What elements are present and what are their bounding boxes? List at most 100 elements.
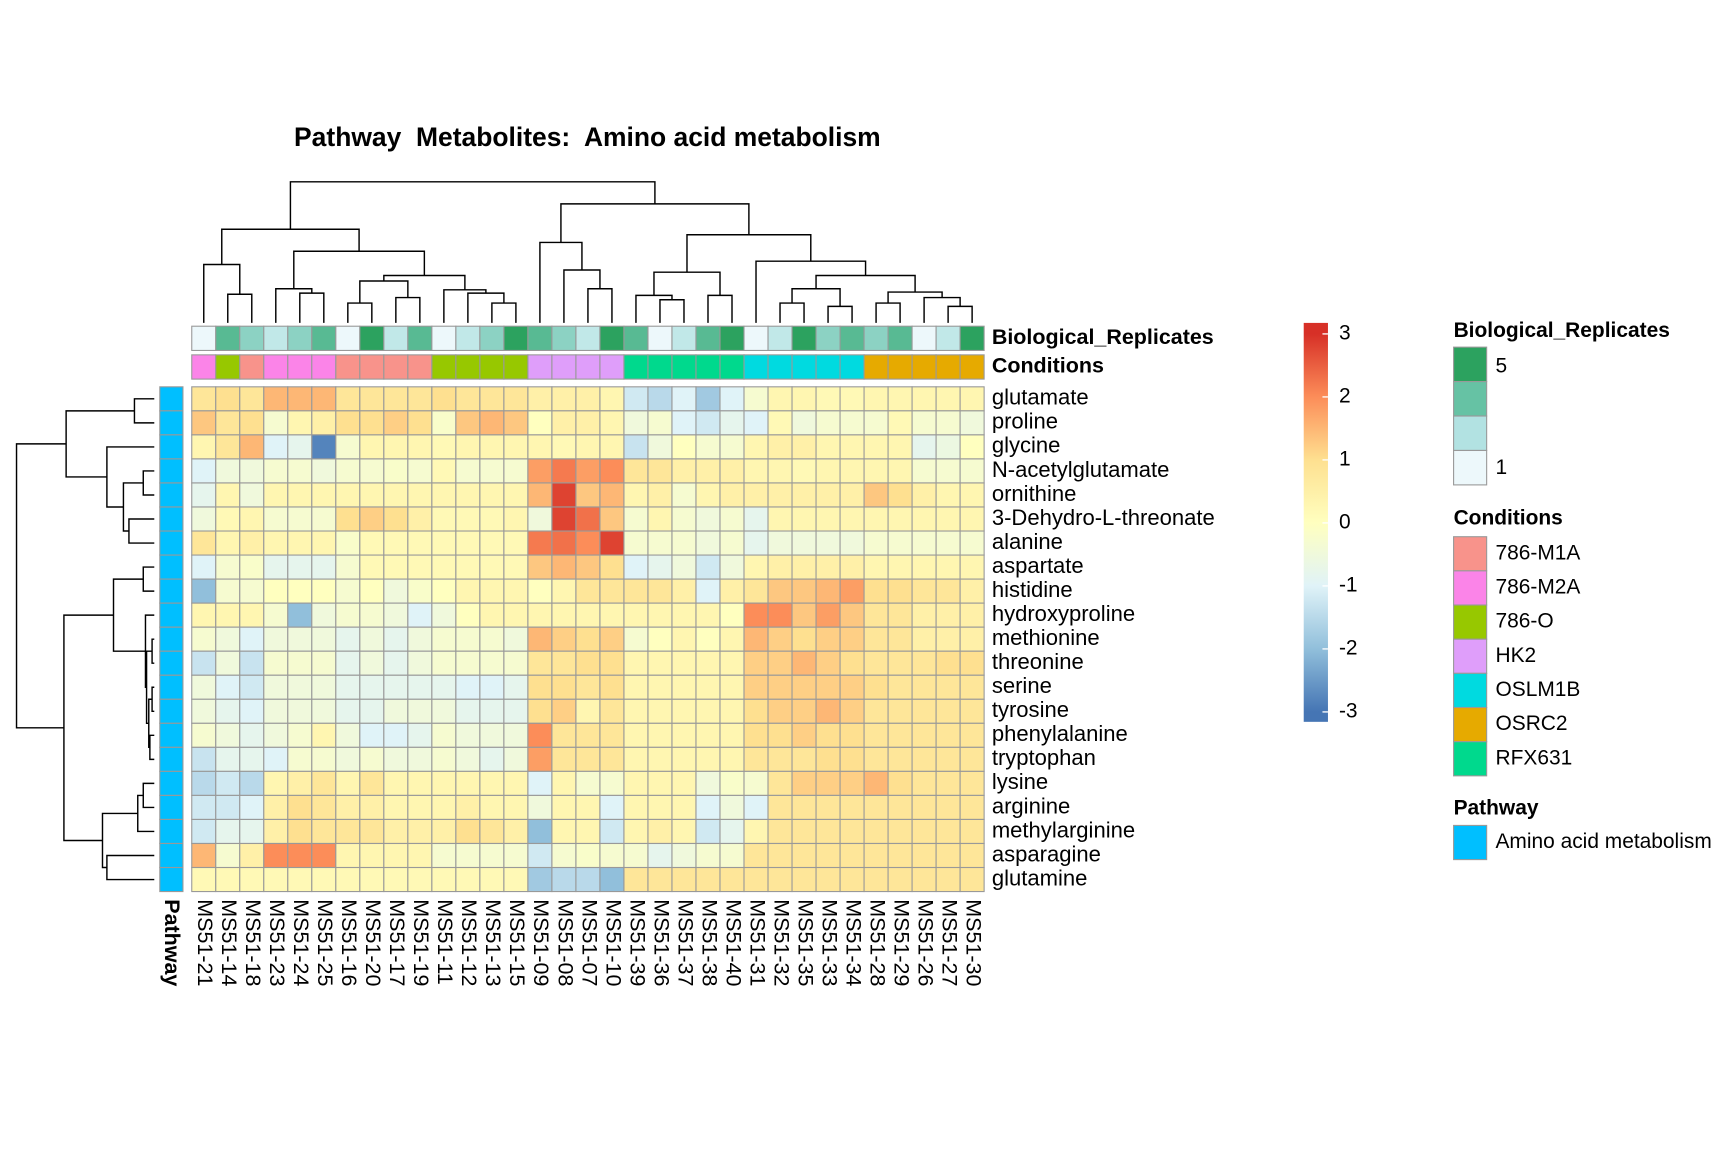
heat-cell bbox=[287, 434, 313, 460]
heat-cell bbox=[215, 458, 241, 484]
heat-cell bbox=[743, 866, 769, 893]
heat-cell bbox=[815, 746, 841, 772]
replicate-cell bbox=[551, 325, 577, 352]
heat-cell bbox=[671, 818, 697, 845]
heat-cell bbox=[887, 554, 913, 580]
heat-cell bbox=[239, 410, 265, 436]
heat-cell bbox=[263, 842, 289, 869]
heat-cell bbox=[935, 722, 961, 748]
condition-cell bbox=[335, 354, 361, 380]
heat-cell bbox=[455, 770, 481, 796]
column-label: MS51-36 bbox=[649, 899, 673, 986]
heat-cell bbox=[287, 554, 313, 580]
heat-cell bbox=[887, 578, 913, 604]
heat-cell bbox=[695, 842, 721, 869]
heat-cell bbox=[719, 506, 745, 532]
replicate-cell bbox=[839, 325, 865, 352]
heat-cell bbox=[575, 698, 601, 724]
heat-cell bbox=[383, 434, 409, 460]
heat-cell bbox=[383, 650, 409, 676]
replicate-legend-label: 5 bbox=[1495, 355, 1507, 378]
heat-cell bbox=[191, 818, 217, 845]
heat-cell bbox=[599, 818, 625, 845]
heat-cell bbox=[479, 842, 505, 869]
heat-cell bbox=[911, 746, 937, 772]
heat-cell bbox=[551, 674, 577, 700]
heat-cell bbox=[407, 794, 433, 820]
heat-cell bbox=[551, 410, 577, 436]
heat-cell bbox=[287, 458, 313, 484]
heat-cell bbox=[407, 746, 433, 772]
heat-cell bbox=[647, 434, 673, 460]
condition-cell bbox=[575, 354, 601, 380]
condition-legend-label: 786-O bbox=[1495, 610, 1553, 633]
heat-cell bbox=[863, 674, 889, 700]
heat-cell bbox=[743, 626, 769, 652]
heat-cell bbox=[887, 530, 913, 556]
heat-cell bbox=[263, 722, 289, 748]
heat-cell bbox=[791, 458, 817, 484]
heat-cell bbox=[311, 410, 337, 436]
heat-cell bbox=[671, 626, 697, 652]
heat-cell bbox=[311, 794, 337, 820]
heat-cell bbox=[863, 794, 889, 820]
heat-cell bbox=[695, 794, 721, 820]
heat-cell bbox=[743, 722, 769, 748]
heat-cell bbox=[863, 554, 889, 580]
heat-cell bbox=[263, 434, 289, 460]
heat-cell bbox=[191, 458, 217, 484]
heat-cell bbox=[887, 506, 913, 532]
heat-cell bbox=[935, 842, 961, 869]
heat-cell bbox=[407, 410, 433, 436]
heat-cell bbox=[575, 458, 601, 484]
heat-cell bbox=[839, 650, 865, 676]
heat-cell bbox=[239, 626, 265, 652]
heat-cell bbox=[527, 386, 553, 412]
heat-cell bbox=[191, 746, 217, 772]
row-label: aspartate bbox=[992, 553, 1084, 578]
heat-cell bbox=[695, 554, 721, 580]
heat-cell bbox=[383, 722, 409, 748]
heat-cell bbox=[335, 410, 361, 436]
heat-cell bbox=[839, 386, 865, 412]
heat-cell bbox=[311, 650, 337, 676]
heat-cell bbox=[479, 674, 505, 700]
color-bar-label: 1 bbox=[1339, 447, 1351, 470]
heat-cell bbox=[383, 626, 409, 652]
heat-cell bbox=[335, 866, 361, 893]
heat-cell bbox=[623, 458, 649, 484]
heat-cell bbox=[455, 434, 481, 460]
column-label: MS51-25 bbox=[313, 899, 337, 986]
heat-cell bbox=[791, 722, 817, 748]
heat-cell bbox=[767, 458, 793, 484]
heat-cell bbox=[815, 674, 841, 700]
heat-cell bbox=[455, 746, 481, 772]
replicate-cell bbox=[359, 325, 385, 352]
heat-cell bbox=[623, 674, 649, 700]
heat-cell bbox=[407, 674, 433, 700]
heat-cell bbox=[935, 434, 961, 460]
heat-cell bbox=[911, 698, 937, 724]
heat-cell bbox=[263, 386, 289, 412]
heat-cell bbox=[935, 650, 961, 676]
heat-cell bbox=[191, 674, 217, 700]
heat-cell bbox=[359, 578, 385, 604]
column-label: MS51-18 bbox=[241, 899, 265, 986]
condition-legend-label: OSRC2 bbox=[1495, 712, 1567, 735]
heat-cell bbox=[359, 674, 385, 700]
heat-cell bbox=[311, 722, 337, 748]
pathway-legend-label: Amino acid metabolism bbox=[1495, 830, 1711, 853]
heat-cell bbox=[647, 818, 673, 845]
heat-cell bbox=[215, 386, 241, 412]
heat-cell bbox=[359, 410, 385, 436]
heat-cell bbox=[959, 386, 985, 412]
heat-cell bbox=[287, 650, 313, 676]
heat-cell bbox=[623, 434, 649, 460]
heat-cell bbox=[863, 530, 889, 556]
condition-cell bbox=[647, 354, 673, 380]
condition-cell bbox=[815, 354, 841, 380]
heat-cell bbox=[503, 554, 529, 580]
heat-cell bbox=[911, 458, 937, 484]
heat-cell bbox=[863, 746, 889, 772]
heat-cell bbox=[263, 578, 289, 604]
